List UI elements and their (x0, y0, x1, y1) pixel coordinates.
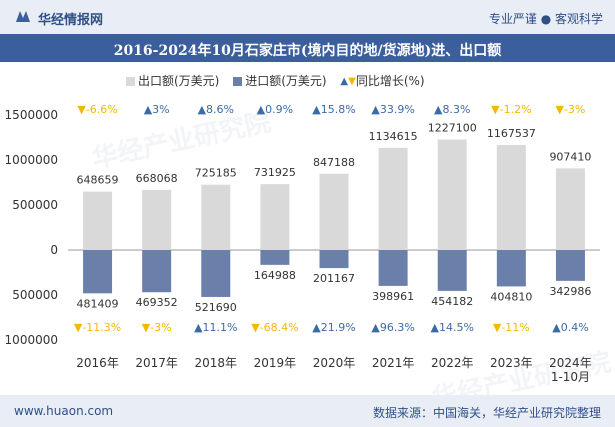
import-value-label: 469352 (136, 296, 178, 309)
legend-import-swatch (233, 77, 243, 86)
export-growth-label: ▼-1.2% (491, 103, 531, 116)
x-tick-label: 2017年 (135, 356, 178, 370)
export-value-label: 648659 (77, 174, 119, 187)
export-bar (496, 144, 526, 250)
import-bar (496, 250, 526, 287)
import-value-label: 481409 (77, 297, 119, 310)
x-tick-label: 2020年 (313, 356, 356, 370)
import-value-label: 404810 (490, 290, 532, 303)
triangle-up-icon: ▲ (340, 76, 349, 87)
data-source: 数据来源：中国海关，华经产业研究院整理 (372, 406, 601, 420)
top-bar: 华经情报网 专业严谨 ● 客观科学 (0, 0, 615, 34)
legend-export-swatch (126, 77, 135, 86)
export-bar (378, 147, 408, 250)
export-growth-label: ▲8.3% (434, 103, 470, 116)
import-value-label: 521690 (195, 301, 237, 314)
export-growth-label: ▲15.8% (312, 103, 355, 116)
export-value-label: 907410 (549, 150, 591, 163)
import-bar (142, 250, 172, 293)
export-bar (142, 189, 172, 250)
export-bar (437, 139, 467, 250)
export-value-label: 1227100 (428, 122, 477, 135)
export-bar (319, 173, 349, 250)
export-growth-label: ▲0.9% (257, 103, 293, 116)
export-bar (555, 168, 585, 250)
website-link[interactable]: www.huaon.com (14, 404, 114, 418)
y-tick-label: 1000000 (5, 153, 58, 167)
import-bar (319, 250, 349, 269)
legend-import: 进口额(万美元) (233, 72, 327, 89)
import-growth-label: ▲14.5% (431, 321, 474, 334)
export-growth-label: ▲3% (144, 103, 170, 116)
import-growth-label: ▲96.3% (371, 321, 414, 334)
x-tick-label: 1-10月 (551, 370, 590, 384)
legend-export: 出口额(万美元) (126, 72, 219, 89)
export-growth-label: ▲8.6% (198, 103, 234, 116)
x-tick-label: 2022年 (431, 356, 474, 370)
export-growth-label: ▲33.9% (371, 103, 414, 116)
import-growth-label: ▼-11% (493, 321, 530, 334)
x-tick-label: 2018年 (195, 356, 238, 370)
import-value-label: 454182 (431, 295, 473, 308)
x-tick-label: 2021年 (372, 356, 415, 370)
slogan: 专业严谨 ● 客观科学 (488, 12, 603, 26)
x-tick-label: 2016年 (76, 356, 119, 370)
bar-chart: 1500000 1000000 500000 0 500000 1000000 648659… (5, 103, 600, 384)
import-growth-label: ▲0.4% (552, 321, 588, 334)
export-bar (201, 184, 231, 250)
export-growth-label: ▼-3% (555, 103, 585, 116)
import-growth-label: ▼-11.3% (74, 321, 121, 334)
legend-import-label: 进口额(万美元) (245, 74, 327, 88)
export-value-label: 847188 (313, 156, 355, 169)
import-growth-label: ▼-68.4% (251, 321, 298, 334)
import-value-label: 201167 (313, 272, 355, 285)
export-bar (260, 184, 290, 250)
legend-export-label: 出口额(万美元) (138, 74, 220, 88)
export-value-label: 1167537 (487, 127, 536, 140)
export-bar (83, 191, 113, 250)
import-bar (83, 250, 113, 294)
legend-growth-label: 同比增长(%) (355, 74, 425, 88)
y-tick-label: 1500000 (5, 108, 58, 122)
y-tick-label: 0 (50, 243, 58, 257)
export-value-label: 725185 (195, 167, 237, 180)
import-growth-label: ▲11.1% (194, 321, 237, 334)
chart-title: 2016-2024年10月石家庄市(境内目的地/货源地)进、出口额 (113, 43, 502, 59)
export-value-label: 1134615 (369, 130, 418, 143)
export-growth-label: ▼-6.6% (77, 103, 117, 116)
export-value-label: 731925 (254, 166, 296, 179)
import-value-label: 398961 (372, 290, 414, 303)
bottom-bar: www.huaon.com 数据来源：中国海关，华经产业研究院整理 (0, 395, 615, 427)
export-value-label: 668068 (136, 172, 178, 185)
import-bar (437, 250, 467, 291)
logo-icon (16, 11, 30, 22)
legend: 出口额(万美元) 进口额(万美元) ▲▼同比增长(%) (126, 72, 435, 90)
brand-name: 华经情报网 (38, 13, 104, 28)
import-value-label: 342986 (549, 285, 591, 298)
y-tick-label: 500000 (12, 288, 58, 302)
x-tick-label: 2024年 (549, 356, 592, 370)
title-bar: 2016-2024年10月石家庄市(境内目的地/货源地)进、出口额 (0, 34, 615, 62)
import-bar (555, 250, 585, 281)
x-tick-label: 2019年 (254, 356, 297, 370)
y-tick-label: 500000 (12, 198, 58, 212)
import-bar (201, 250, 231, 297)
import-bar (378, 250, 408, 286)
triangle-down-icon: ▼ (348, 76, 356, 87)
import-bar (260, 250, 290, 265)
legend-growth: ▲▼同比增长(%) (340, 72, 424, 89)
x-tick-label: 2023年 (490, 356, 533, 370)
import-growth-label: ▲21.9% (312, 321, 355, 334)
import-value-label: 164988 (254, 269, 296, 282)
y-tick-label: 1000000 (5, 333, 58, 347)
import-growth-label: ▼-3% (142, 321, 172, 334)
